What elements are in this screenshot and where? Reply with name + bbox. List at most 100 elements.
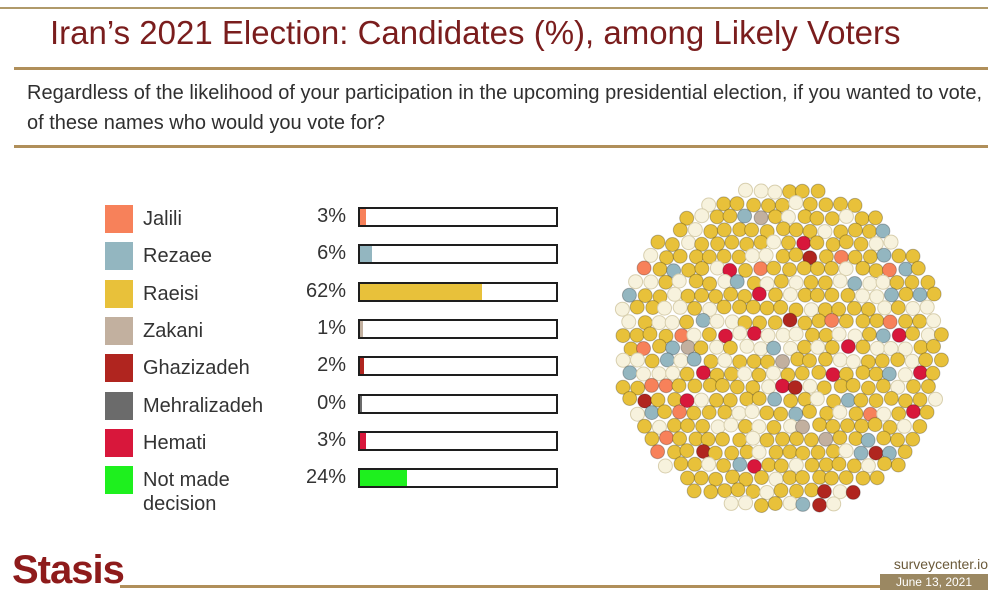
dot — [694, 236, 710, 252]
dot — [673, 353, 689, 369]
dot — [716, 222, 732, 238]
dot — [630, 352, 645, 368]
bar — [360, 283, 482, 300]
dot — [855, 339, 871, 355]
dot — [809, 391, 825, 407]
dot — [621, 314, 637, 330]
dot — [804, 457, 820, 473]
dot — [846, 458, 862, 474]
dot — [636, 366, 651, 382]
dot — [758, 247, 774, 263]
dot — [672, 248, 688, 264]
dot — [847, 222, 863, 238]
dot — [768, 287, 783, 303]
legend-label: Hemati — [143, 431, 207, 454]
dot — [782, 287, 798, 303]
dot — [848, 431, 864, 447]
dot — [803, 302, 819, 318]
bar — [360, 358, 364, 375]
dot — [679, 314, 695, 330]
survey-question: Regardless of the likelihood of your par… — [27, 82, 983, 134]
dot — [905, 301, 921, 316]
dot — [651, 315, 667, 331]
dot — [716, 458, 732, 473]
dot — [709, 339, 725, 355]
dot — [773, 299, 789, 315]
bar — [360, 470, 408, 487]
dot — [818, 351, 833, 367]
dot — [644, 405, 660, 421]
dot — [693, 392, 709, 408]
dot — [840, 339, 856, 354]
dot — [723, 495, 739, 511]
dot — [643, 274, 659, 290]
bar-value-label: 3% — [317, 428, 346, 451]
dot — [629, 327, 645, 343]
bar-track — [358, 244, 558, 265]
dot — [898, 286, 914, 302]
dot — [723, 417, 739, 433]
dot — [854, 418, 870, 434]
dot — [723, 366, 739, 382]
dot — [707, 445, 723, 461]
dot — [891, 248, 907, 264]
dot — [862, 276, 878, 291]
dot — [703, 224, 719, 239]
dot — [788, 222, 804, 238]
dot — [630, 380, 646, 396]
dot — [732, 299, 747, 315]
dot — [686, 351, 702, 367]
dot — [890, 432, 906, 448]
bar-track — [358, 468, 558, 489]
dot — [840, 418, 855, 434]
dot — [644, 353, 660, 369]
dot — [809, 287, 825, 303]
dot — [898, 313, 913, 329]
dot — [666, 417, 682, 433]
dot — [832, 404, 848, 420]
dot — [838, 470, 854, 486]
dot — [883, 234, 899, 250]
dot — [761, 457, 777, 473]
dot — [701, 327, 717, 342]
dot — [722, 392, 738, 408]
dot — [918, 352, 934, 368]
dot — [708, 289, 724, 304]
dot — [746, 458, 762, 474]
legend-label: Jalili — [143, 208, 182, 230]
dot — [716, 248, 732, 264]
dot — [657, 404, 673, 420]
dot — [840, 392, 856, 408]
dot — [832, 352, 848, 368]
dot — [775, 378, 790, 394]
dot — [904, 274, 920, 290]
dot — [744, 248, 760, 264]
dot — [773, 406, 789, 422]
dot — [831, 326, 847, 342]
dot — [775, 248, 791, 264]
dot — [687, 222, 703, 238]
dot — [874, 353, 890, 369]
dot — [788, 457, 804, 473]
dot — [802, 404, 817, 419]
dot — [773, 458, 789, 474]
dot — [920, 274, 936, 290]
dot — [831, 301, 847, 317]
dot — [818, 197, 834, 213]
dot — [824, 313, 840, 328]
dot — [860, 380, 876, 396]
dot — [891, 406, 907, 422]
dot — [753, 498, 769, 513]
dot — [737, 366, 753, 382]
dot — [673, 456, 689, 472]
dot — [783, 340, 799, 356]
dot — [701, 197, 717, 213]
dot — [775, 431, 790, 447]
dot — [840, 287, 856, 303]
dot — [738, 471, 754, 487]
dot — [928, 391, 943, 407]
dot — [657, 300, 672, 316]
date-badge: June 13, 2021 — [880, 574, 988, 590]
page-title: Iran’s 2021 Election: Candidates (%), am… — [50, 14, 901, 51]
dot — [782, 262, 797, 278]
